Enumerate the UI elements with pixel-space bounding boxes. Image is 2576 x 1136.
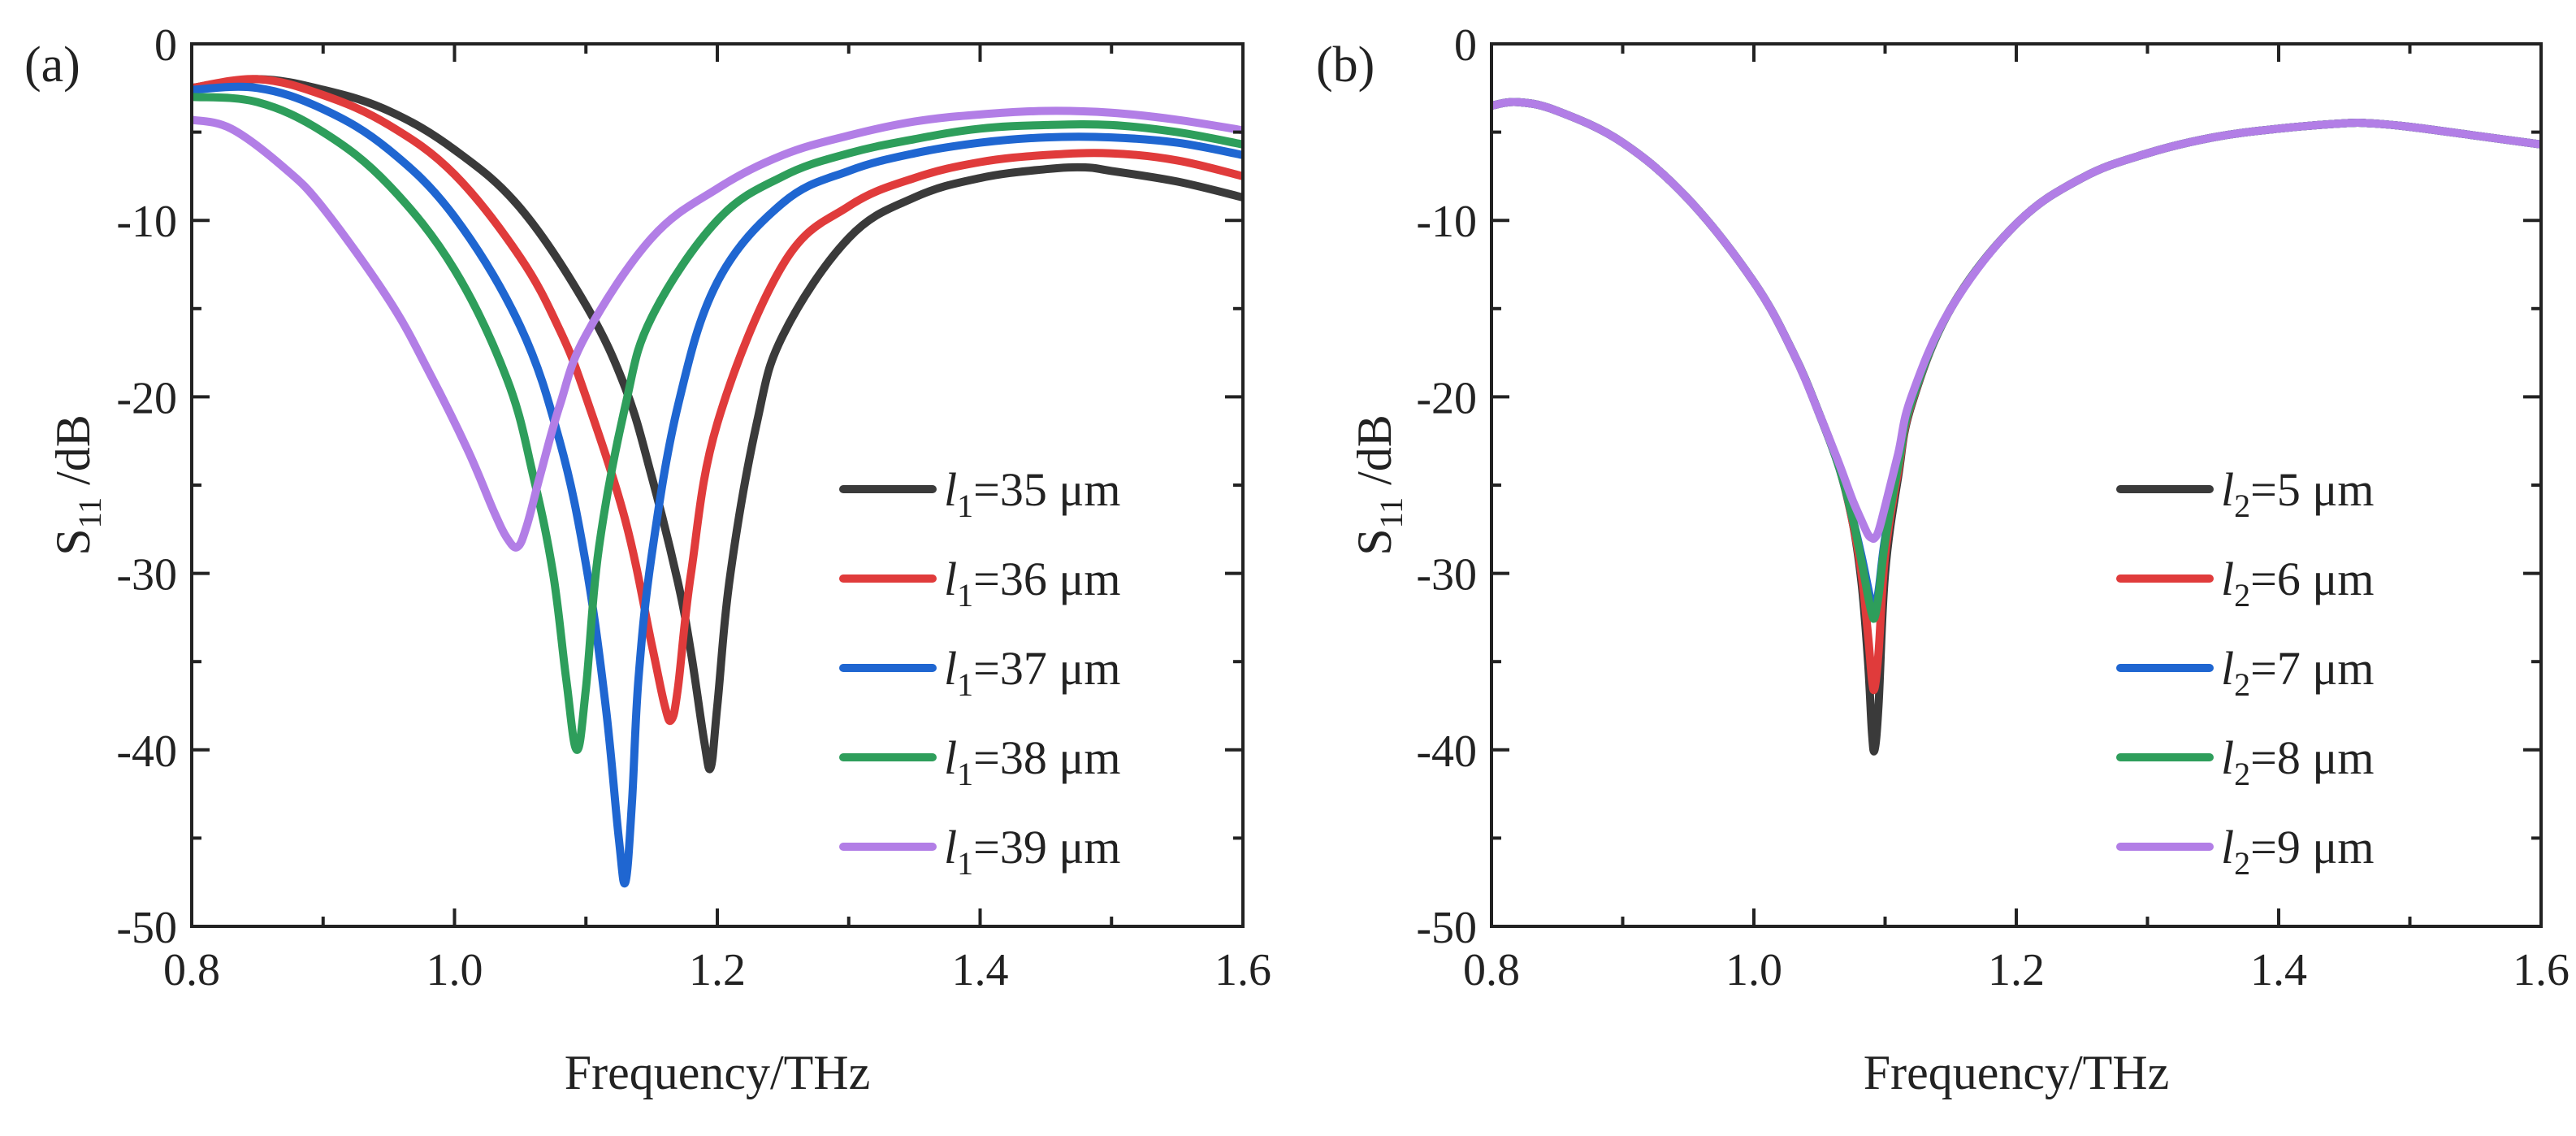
legend-label-3: l1=37 μm <box>944 642 1121 703</box>
legend-label-4: l2=8 μm <box>2221 731 2375 792</box>
legend-label-1: l2=5 μm <box>2221 463 2375 524</box>
panel-a: 0.8 1.0 1.2 1.4 1.6 0 -10 -20 -30 -40 -50 Frequency… <box>24 20 1271 1099</box>
x-axis-label: Frequency/THz <box>565 1046 871 1099</box>
legend-sub: 1 <box>957 666 973 703</box>
legend-label-4: l1=38 μm <box>944 731 1121 792</box>
y-tick-label: -10 <box>1416 197 1477 247</box>
y-axis-label-unit: /dB <box>46 414 100 497</box>
x-tick-label: 1.0 <box>426 945 483 995</box>
series-line-3 <box>192 82 1243 888</box>
series-line-4 <box>192 93 1243 754</box>
x-tick-label: 1.6 <box>1214 945 1271 995</box>
y-tick-label: -20 <box>116 373 177 423</box>
legend-rest: =8 μm <box>2250 731 2374 784</box>
legend-var: l <box>944 553 957 605</box>
series-line-1 <box>192 75 1243 774</box>
legend-var: l <box>944 463 957 516</box>
legend-rest: =36 μm <box>973 553 1120 605</box>
y-axis-label-sub: 11 <box>1373 497 1409 529</box>
y-axis: 0 -10 -20 -30 -40 -50 <box>1416 20 2541 953</box>
series-line-5 <box>1491 98 2541 544</box>
legend-sub: 1 <box>957 577 973 614</box>
y-tick-label: -50 <box>1416 903 1477 953</box>
x-tick-label: 1.2 <box>1988 945 2045 995</box>
legend-var: l <box>2221 731 2234 784</box>
y-axis: 0 -10 -20 -30 -40 -50 <box>116 20 1243 953</box>
legend-label-1: l1=35 μm <box>944 463 1121 524</box>
legend-rest: =9 μm <box>2250 821 2374 874</box>
legend-rest: =5 μm <box>2250 463 2374 516</box>
y-tick-label: -40 <box>116 726 177 777</box>
y-axis-label-main: S <box>46 528 100 555</box>
legend-rest: =39 μm <box>973 821 1120 874</box>
y-axis-label: S11 /dB <box>46 414 108 556</box>
y-tick-label: -10 <box>116 197 177 247</box>
legend-sub: 2 <box>2234 577 2250 614</box>
panel-label: (b) <box>1316 37 1375 93</box>
series-line-3 <box>1491 98 2541 614</box>
y-tick-label: 0 <box>1454 20 1477 71</box>
x-tick-label: 1.0 <box>1725 945 1782 995</box>
legend-var: l <box>2221 642 2234 695</box>
legend-var: l <box>2221 821 2234 874</box>
legend-sub: 1 <box>957 845 973 882</box>
y-axis-label-sub: 11 <box>71 497 108 529</box>
legend-sub: 2 <box>2234 666 2250 703</box>
legend-var: l <box>2221 463 2234 516</box>
legend-rest: =6 μm <box>2250 553 2374 605</box>
series-line-1 <box>1491 98 2541 756</box>
legend-rest: =7 μm <box>2250 642 2374 695</box>
legend-var: l <box>944 642 957 695</box>
y-tick-label: -20 <box>1416 373 1477 423</box>
series-line-2 <box>192 75 1243 726</box>
y-tick-label: -30 <box>116 550 177 601</box>
y-axis-label-unit: /dB <box>1348 414 1401 497</box>
y-tick-label: 0 <box>154 20 177 71</box>
legend-label-2: l1=36 μm <box>944 553 1121 614</box>
series-line-5 <box>192 106 1243 552</box>
legend-var: l <box>944 821 957 874</box>
series-lines <box>192 75 1243 888</box>
panel-label: (a) <box>24 37 80 93</box>
legend-sub: 2 <box>2234 488 2250 524</box>
series-line-4 <box>1491 98 2541 623</box>
x-tick-label: 1.4 <box>2250 945 2307 995</box>
series-line-2 <box>1491 98 2541 695</box>
legend-rest: =35 μm <box>973 463 1120 516</box>
y-axis-label: S11 /dB <box>1348 414 1409 556</box>
legend-label-5: l1=39 μm <box>944 821 1121 882</box>
legend-sub: 1 <box>957 488 973 524</box>
panel-b: 0.8 1.0 1.2 1.4 1.6 0 -10 -20 -30 -40 -50 Frequency… <box>1316 20 2570 1099</box>
y-axis-label-main: S <box>1348 528 1401 555</box>
legend-rest: =38 μm <box>973 731 1120 784</box>
x-axis: 0.8 1.0 1.2 1.4 1.6 <box>163 44 1271 995</box>
x-tick-label: 1.6 <box>2513 945 2570 995</box>
series-lines <box>1491 98 2541 756</box>
legend-sub: 2 <box>2234 756 2250 792</box>
legend-sub: 2 <box>2234 845 2250 882</box>
x-tick-label: 1.4 <box>952 945 1009 995</box>
x-tick-label: 0.8 <box>163 945 220 995</box>
plot-frame <box>1490 42 2543 928</box>
x-axis-label: Frequency/THz <box>1864 1046 2170 1099</box>
legend-sub: 1 <box>957 756 973 792</box>
x-axis: 0.8 1.0 1.2 1.4 1.6 <box>1463 44 2570 995</box>
y-tick-label: -50 <box>116 903 177 953</box>
legend-var: l <box>944 731 957 784</box>
legend-label-2: l2=6 μm <box>2221 553 2375 614</box>
legend-var: l <box>2221 553 2234 605</box>
y-tick-label: -30 <box>1416 550 1477 601</box>
legend-rest: =37 μm <box>973 642 1120 695</box>
x-tick-label: 1.2 <box>689 945 746 995</box>
x-tick-label: 0.8 <box>1463 945 1520 995</box>
legend-label-3: l2=7 μm <box>2221 642 2375 703</box>
legend-label-5: l2=9 μm <box>2221 821 2375 882</box>
y-tick-label: -40 <box>1416 726 1477 777</box>
